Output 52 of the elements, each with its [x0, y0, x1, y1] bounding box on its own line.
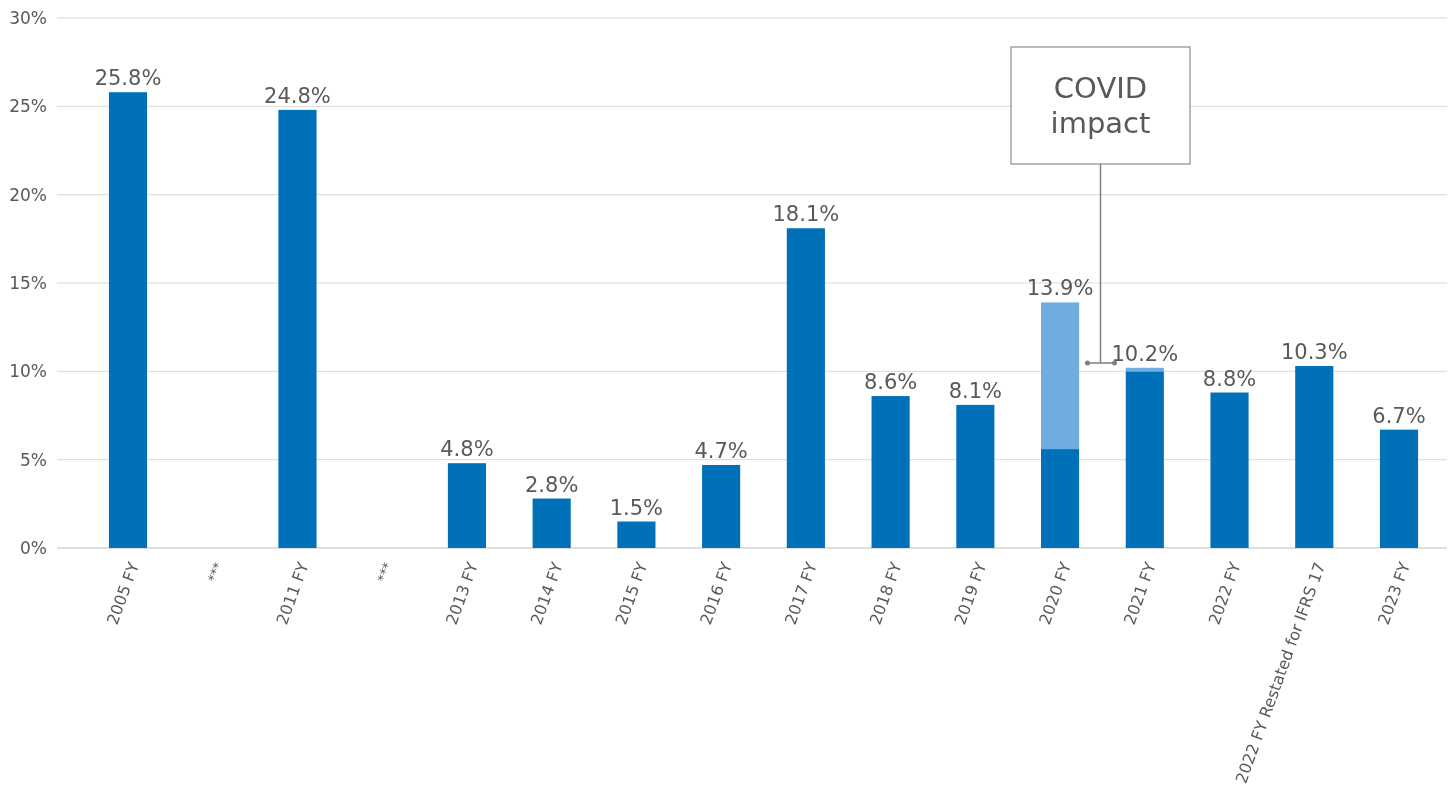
total-label: 18.1%: [772, 202, 840, 227]
total-label: 13.9%: [1026, 276, 1094, 301]
total-label: 10.2%: [1111, 341, 1179, 366]
y-tick-label: 10%: [9, 361, 47, 382]
x-tick-label: 2023 FY: [1374, 559, 1415, 628]
x-tick-label: 2022 FY: [1204, 559, 1245, 628]
bar: [702, 464, 741, 548]
bar: [1041, 449, 1080, 548]
total-label: 8.8%: [1202, 366, 1257, 391]
y-tick-label: 0%: [20, 537, 47, 558]
y-tick-label: 25%: [9, 96, 47, 117]
x-tick-label: 2021 FY: [1119, 559, 1160, 628]
total-label: 2.8%: [524, 472, 579, 497]
bar: [871, 396, 910, 548]
x-tick-label: 2011 FY: [272, 559, 313, 628]
total-label: 8.6%: [863, 370, 918, 395]
total-label: 4.7%: [694, 438, 748, 463]
x-tick-label: 2016 FY: [696, 559, 737, 628]
bar: [447, 463, 486, 548]
x-tick-label: 2015 FY: [611, 559, 652, 628]
y-tick-label: 20%: [9, 184, 47, 205]
x-tick-label: 2020 FY: [1035, 559, 1076, 628]
bar: [1041, 302, 1080, 450]
total-label: 25.8%: [94, 66, 162, 91]
x-tick-label: ***: [374, 559, 396, 584]
total-label: 4.8%: [440, 437, 494, 462]
x-tick-label: 2014 FY: [526, 559, 567, 628]
y-tick-label: 30%: [9, 7, 47, 28]
x-tick-label: ***: [205, 559, 226, 584]
x-tick-label: 2018 FY: [865, 559, 906, 628]
total-label: 10.3%: [1280, 340, 1348, 365]
x-tick-label: 2013 FY: [441, 559, 483, 628]
x-tick-label: 2017 FY: [780, 559, 821, 628]
total-label: 24.8%: [264, 83, 331, 108]
annotation: COVID impact: [1050, 71, 1151, 141]
total-label: 6.7%: [1372, 403, 1426, 428]
bar: [617, 521, 656, 548]
bar: [1125, 371, 1164, 548]
y-tick-label: 5%: [20, 449, 47, 470]
bar: [1210, 392, 1249, 548]
x-tick-label: 2019 FY: [950, 559, 991, 628]
bar: [956, 404, 995, 548]
bar: [1295, 366, 1334, 548]
bar: [532, 498, 571, 548]
bar: [1379, 429, 1419, 548]
bar: [108, 92, 148, 548]
total-label: 1.5%: [609, 495, 664, 520]
total-label: 8.1%: [948, 378, 1003, 403]
x-tick-label: 2005 FY: [103, 559, 144, 628]
bar: [786, 228, 825, 548]
bar: [278, 109, 317, 548]
y-tick-label: 15%: [9, 272, 47, 293]
